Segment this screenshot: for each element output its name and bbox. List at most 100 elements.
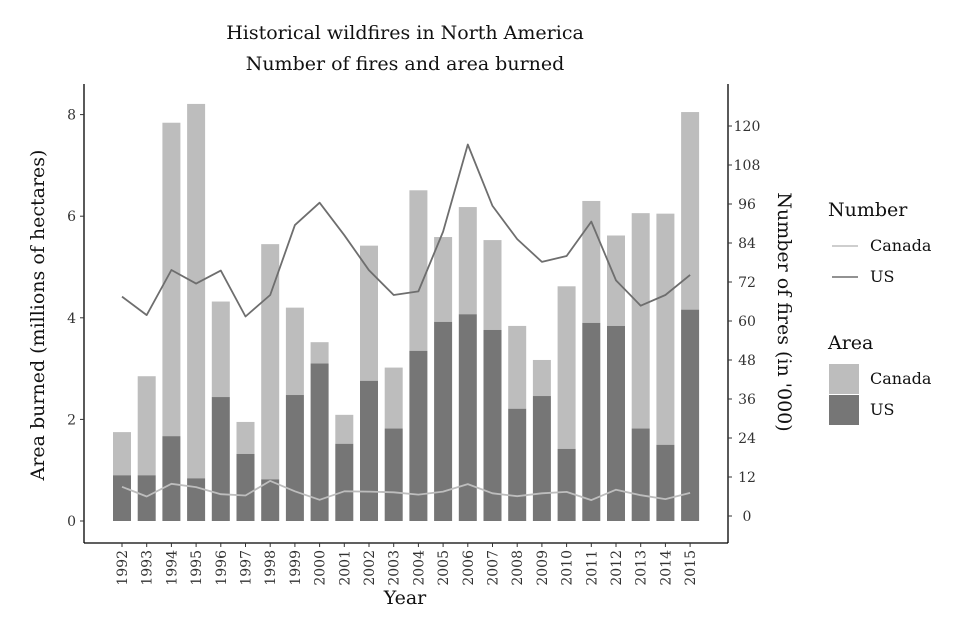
bar-us-2004 (409, 350, 428, 521)
y2-tick-label: 36 (738, 392, 756, 408)
bar-canada-1992 (113, 432, 131, 476)
y2-tick-label: 108 (734, 158, 761, 174)
x-tick-label: 2003 (387, 550, 403, 586)
x-tick-label: 2014 (658, 550, 674, 586)
bar-us-1993 (137, 475, 156, 521)
bar-canada-1993 (137, 376, 156, 476)
bar-us-1997 (236, 453, 255, 521)
bar-us-2003 (384, 428, 403, 521)
bar-canada-2002 (360, 245, 378, 381)
bar-us-2013 (631, 428, 650, 521)
bar-us-2010 (557, 448, 576, 521)
bar-canada-2004 (409, 190, 428, 351)
bar-us-1998 (261, 479, 280, 521)
x-tick-label: 2011 (584, 550, 600, 586)
y-tick-label: 0 (67, 514, 76, 530)
bar-canada-2007 (483, 240, 502, 330)
legend-area-us-label: US (870, 400, 894, 419)
y2-tick-label: 0 (743, 509, 752, 525)
x-tick-label: 1998 (263, 550, 279, 586)
y2-tick-label: 120 (734, 119, 761, 135)
y-axis-title: Area burned (millions of hectares) (27, 150, 49, 482)
bar-us-1996 (211, 397, 230, 521)
x-tick-label: 1996 (214, 550, 230, 586)
bar-canada-2003 (384, 367, 403, 429)
bar-us-2012 (607, 325, 625, 521)
chart-subtitle: Number of fires and area burned (246, 53, 565, 75)
bar-canada-2013 (631, 213, 650, 429)
x-tick-label: 2009 (535, 550, 551, 586)
bar-canada-2014 (656, 213, 675, 445)
line-canada-fires (121, 479, 691, 502)
bar-us-2001 (335, 443, 354, 521)
legend-area-canada-swatch (829, 364, 859, 394)
bar-us-2002 (360, 380, 378, 521)
bar-canada-1997 (236, 421, 255, 454)
x-tick-label: 2012 (609, 550, 625, 586)
bar-canada-2015 (681, 112, 700, 310)
x-tick-label: 1992 (115, 550, 131, 586)
y-tick-label: 8 (67, 108, 76, 124)
bar-canada-2000 (310, 342, 329, 364)
bar-canada-1998 (261, 244, 280, 480)
x-tick-label: 1994 (164, 550, 180, 586)
bar-canada-1994 (162, 122, 181, 437)
y2-tick-label: 96 (738, 197, 756, 213)
bar-us-2006 (458, 314, 477, 521)
bars-layer (113, 103, 700, 521)
bar-us-2007 (483, 329, 502, 521)
legend-number-title: Number (828, 199, 908, 221)
bar-canada-1996 (211, 301, 230, 398)
x-tick-label: 1997 (239, 550, 255, 586)
x-tick-label: 2007 (486, 550, 502, 586)
line-us-fires (121, 143, 691, 318)
legend-number-us-label: US (870, 267, 894, 286)
lines-layer (121, 143, 691, 502)
bar-us-2000 (310, 363, 329, 521)
chart-title: Historical wildfires in North America (226, 22, 584, 44)
y-tick-label: 6 (67, 209, 76, 225)
x-tick-label: 2001 (337, 550, 353, 586)
y2-tick-label: 84 (738, 236, 756, 252)
y2-tick-label: 60 (738, 314, 756, 330)
x-tick-label: 2002 (362, 550, 378, 586)
y2-tick-label: 72 (738, 275, 756, 291)
y-tick-label: 2 (67, 412, 76, 428)
y2-axis-title: Number of fires (in '000) (773, 192, 795, 431)
x-tick-label: 2010 (560, 550, 576, 586)
y2-tick-label: 48 (738, 353, 756, 369)
x-tick-label: 2015 (683, 550, 699, 586)
bar-canada-2009 (532, 359, 551, 397)
x-axis-title: Year (383, 587, 427, 609)
bar-us-1995 (187, 478, 206, 521)
x-tick-label: 2000 (313, 550, 329, 586)
legend: Number Canada US Area Canada US (827, 199, 932, 425)
bar-us-1992 (113, 475, 131, 521)
bar-us-2008 (508, 408, 527, 521)
bar-us-2011 (582, 322, 601, 521)
legend-number-canada-label: Canada (870, 236, 932, 255)
y2-tick-label: 12 (738, 470, 756, 486)
legend-area-canada-label: Canada (870, 369, 932, 388)
bar-canada-2011 (582, 200, 601, 323)
bar-canada-2010 (557, 286, 576, 449)
x-tick-label: 2013 (634, 550, 650, 586)
bar-canada-1995 (187, 103, 206, 479)
bar-us-1999 (285, 395, 304, 521)
bar-us-2009 (532, 396, 551, 521)
x-tick-label: 2004 (411, 550, 427, 586)
bar-canada-2008 (508, 325, 527, 409)
y2-tick-label: 24 (738, 431, 756, 447)
y-tick-label: 4 (67, 311, 76, 327)
bar-us-2014 (656, 444, 675, 521)
bar-us-2015 (681, 309, 700, 521)
legend-area-title: Area (827, 332, 873, 354)
x-tick-label: 2006 (461, 550, 477, 586)
x-tick-label: 1993 (140, 550, 156, 586)
x-tick-label: 2005 (436, 550, 452, 586)
legend-area-us-swatch (829, 395, 859, 425)
bar-us-2005 (434, 321, 453, 521)
x-tick-label: 1995 (189, 550, 205, 586)
